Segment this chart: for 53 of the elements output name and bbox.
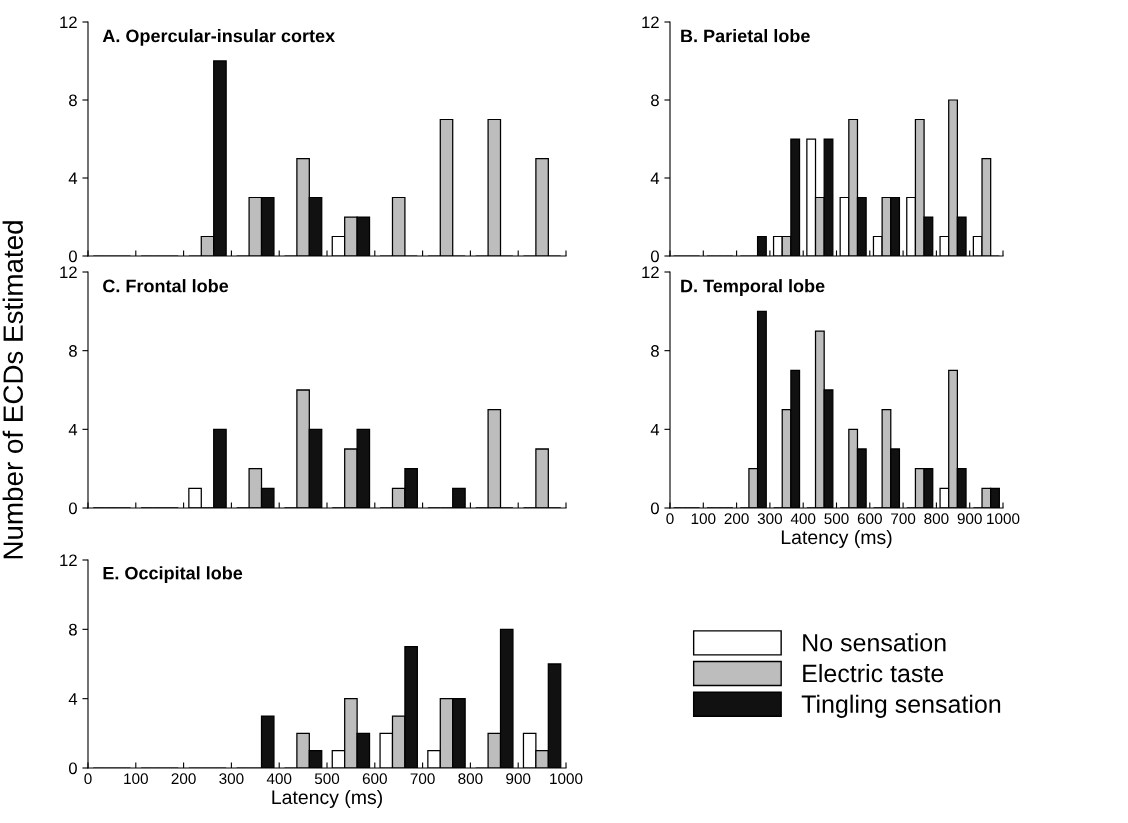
x-tick-label: 300: [757, 513, 783, 525]
y-tick-label: 12: [642, 16, 659, 29]
x-tick-label: 900: [957, 513, 982, 525]
x-tick-label: 800: [924, 513, 949, 525]
y-axis-title: Number of ECDs Estimated: [2, 221, 23, 559]
y-tick-label: 12: [60, 266, 77, 279]
x-tick-label: 200: [724, 513, 749, 525]
x-tick-label: 300: [219, 773, 244, 785]
y-tick-label: 0: [68, 762, 77, 775]
x-axis-title: Latency (ms): [781, 529, 892, 549]
y-tick-label: 0: [68, 250, 77, 263]
x-tick-label: 700: [891, 513, 916, 525]
y-tick-label: 8: [69, 345, 77, 357]
y-tick-label: 8: [651, 345, 659, 357]
y-tick-label: 4: [650, 423, 660, 436]
legend-label: Electric taste: [803, 663, 944, 683]
x-tick-label: 100: [691, 513, 716, 525]
y-tick-label: 0: [650, 250, 659, 263]
x-tick-label: 1000: [550, 773, 583, 785]
y-tick-label: 4: [68, 693, 78, 705]
chart-title: E. Occipital lobe: [103, 566, 243, 584]
y-tick-label: 4: [68, 172, 78, 185]
legend-label: Tingling sensation: [801, 694, 1001, 718]
x-tick-label: 500: [314, 773, 340, 785]
chart-title: B. Parietal lobe: [681, 29, 810, 43]
chart-title: A. Opercular-insular cortex: [102, 29, 335, 46]
x-tick-label: 0: [666, 513, 674, 525]
y-tick-label: 0: [650, 502, 659, 515]
chart-title: D. Temporal lobe: [681, 279, 825, 296]
x-tick-label: 400: [266, 773, 292, 785]
y-tick-label: 8: [651, 94, 659, 107]
y-tick-label: 4: [68, 423, 78, 436]
x-tick-label: 800: [458, 773, 483, 785]
x-tick-label: 1000: [987, 513, 1020, 525]
chart-title: C. Frontal lobe: [103, 279, 229, 293]
x-axis-title: Latency (ms): [272, 789, 382, 809]
x-tick-label: 600: [857, 513, 882, 525]
x-tick-label: 900: [506, 773, 531, 785]
legend-label: No sensation: [803, 633, 946, 652]
x-tick-label: 500: [824, 513, 849, 525]
x-tick-label: 700: [410, 773, 435, 785]
y-tick-label: 0: [68, 502, 77, 515]
x-tick-label: 200: [171, 773, 196, 785]
x-tick-label: 100: [124, 773, 148, 785]
y-tick-label: 8: [69, 623, 77, 636]
y-tick-label: 8: [69, 94, 77, 107]
x-tick-label: 0: [84, 773, 92, 785]
x-tick-label: 600: [362, 773, 387, 785]
y-tick-label: 4: [650, 172, 660, 185]
y-tick-label: 12: [60, 554, 77, 567]
y-tick-label: 12: [60, 16, 77, 29]
y-tick-label: 12: [642, 266, 659, 279]
x-tick-label: 400: [790, 513, 816, 525]
